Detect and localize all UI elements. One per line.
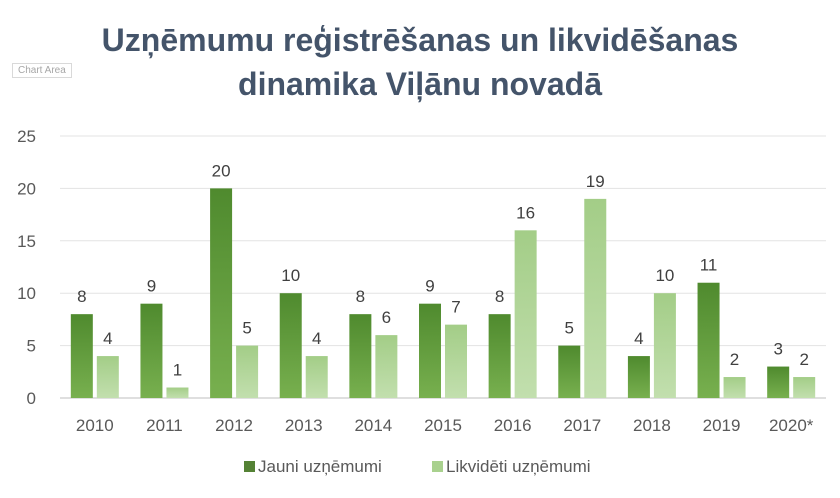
bar-s0-2018 (627, 356, 650, 398)
data-label-s1-2020*: 2 (799, 350, 808, 369)
y-tick-label-0: 0 (27, 389, 36, 408)
bar-s0-2011 (140, 303, 163, 398)
data-label-s0-2020*: 3 (773, 340, 782, 359)
data-label-s1-2012: 5 (242, 319, 251, 338)
data-label-s0-2013: 10 (281, 266, 300, 285)
chart-title: Uzņēmumu reģistrēšanas un likvidēšanas d… (0, 18, 840, 106)
bar-s1-2012 (236, 345, 259, 398)
y-tick-label-15: 15 (17, 232, 36, 251)
x-tick-label-2014: 2014 (354, 416, 392, 435)
data-label-s1-2018: 10 (655, 266, 674, 285)
data-label-s0-2019: 11 (700, 256, 718, 275)
x-tick-label-2020*: 2020* (769, 416, 814, 435)
y-axis: 0 5 10 15 20 25 (17, 127, 36, 408)
bar-s1-2016 (514, 230, 537, 398)
bar-s0-2015 (419, 303, 441, 398)
bar-s1-2013 (305, 356, 328, 398)
data-label-s1-2017: 19 (586, 172, 605, 191)
y-tick-label-5: 5 (27, 337, 36, 356)
data-label-s0-2015: 9 (425, 277, 434, 296)
bar-s1-2011 (166, 387, 189, 398)
chart-area-tag: Chart Area (12, 63, 72, 78)
bar-s1-2020* (793, 377, 816, 398)
x-tick-label-2015: 2015 (424, 416, 462, 435)
x-tick-label-2019: 2019 (703, 416, 741, 435)
data-label-s0-2018: 4 (634, 329, 643, 348)
bar-s0-2012 (210, 188, 233, 398)
legend-swatch-1 (432, 461, 443, 472)
chart-title-line-1: Uzņēmumu reģistrēšanas un likvidēšanas (101, 22, 739, 58)
bar-s1-2017 (584, 198, 607, 398)
data-label-s1-2011: 1 (173, 361, 182, 380)
x-tick-label-2010: 2010 (76, 416, 114, 435)
data-label-s0-2010: 8 (77, 287, 86, 306)
bar-s1-2018 (653, 293, 676, 398)
bar-s1-2010 (96, 356, 119, 398)
bar-s0-2019 (697, 282, 720, 398)
bar-s0-2014 (349, 314, 372, 398)
x-tick-label-2016: 2016 (494, 416, 532, 435)
data-label-s1-2016: 16 (516, 203, 535, 222)
bar-s1-2014 (375, 335, 398, 398)
bar-s1-2015 (445, 324, 467, 398)
bar-s0-2013 (279, 293, 302, 398)
legend-swatch-0 (244, 461, 255, 472)
data-label-s0-2012: 20 (212, 161, 231, 180)
data-label-s0-2017: 5 (565, 319, 574, 338)
data-label-s0-2011: 9 (147, 277, 156, 296)
legend: Jauni uzņēmumi Likvidēti uzņēmumi (244, 457, 591, 476)
bar-s0-2010 (70, 314, 93, 398)
data-label-s1-2015: 7 (451, 298, 460, 317)
bar-s0-2020* (767, 366, 790, 398)
data-label-s1-2019: 2 (730, 350, 739, 369)
bars (70, 188, 816, 398)
bar-s0-2016 (488, 314, 511, 398)
x-axis: 2010 2011 2012 2013 2014 2015 2016 2017 2018 2019… (76, 416, 814, 435)
bar-s1-2019 (723, 377, 746, 398)
y-tick-label-20: 20 (17, 179, 36, 198)
data-label-s0-2014: 8 (356, 287, 365, 306)
x-tick-label-2017: 2017 (563, 416, 601, 435)
data-label-s0-2016: 8 (495, 287, 504, 306)
x-tick-label-2012: 2012 (215, 416, 253, 435)
legend-label-1: Likvidēti uzņēmumi (446, 457, 591, 476)
bar-s0-2017 (558, 345, 581, 398)
legend-label-0: Jauni uzņēmumi (258, 457, 382, 476)
data-label-s1-2013: 4 (312, 329, 321, 348)
x-tick-label-2011: 2011 (146, 416, 183, 435)
y-tick-label-25: 25 (17, 127, 36, 146)
chart-title-line-2: dinamika Viļānu novadā (238, 66, 602, 102)
data-label-s1-2014: 6 (382, 308, 391, 327)
data-label-s1-2010: 4 (103, 329, 112, 348)
y-tick-label-10: 10 (17, 284, 36, 303)
x-tick-label-2018: 2018 (633, 416, 671, 435)
x-tick-label-2013: 2013 (285, 416, 323, 435)
